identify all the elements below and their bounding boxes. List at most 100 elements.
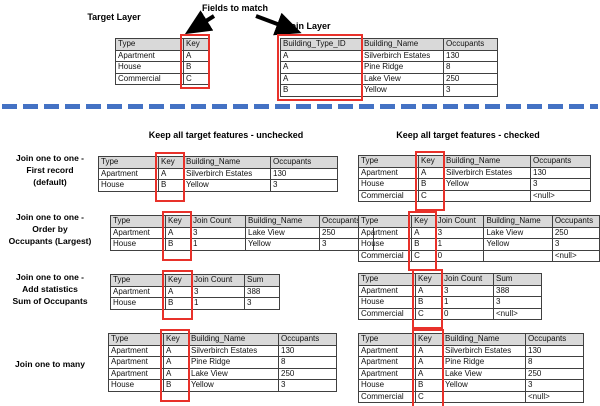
table-row: A Lake View 250 <box>280 72 498 85</box>
column-header: Join Count <box>191 274 245 287</box>
section-label-line: Occupants (Largest) <box>8 236 92 246</box>
table-cell: House <box>110 238 166 251</box>
table-cell: 250 <box>278 367 337 380</box>
table-cell: 8 <box>525 356 584 369</box>
section-label-line: Order by <box>32 224 68 234</box>
column-header: Type <box>110 274 166 287</box>
table-row: Commercial C <null> <box>358 189 591 202</box>
column-header: Building_Name <box>361 38 444 51</box>
table-cell: 0 <box>434 249 485 262</box>
table-cell: House <box>115 61 184 74</box>
table-cell: C <box>415 390 443 403</box>
table-cell: A <box>411 226 436 239</box>
table-cell: Apartment <box>108 344 164 357</box>
column-header: Building_Name <box>443 155 531 168</box>
table-cell: Apartment <box>108 367 164 380</box>
table-cell: House <box>358 379 416 392</box>
column-header: Occupants <box>270 156 338 169</box>
table-cell: A <box>163 367 189 380</box>
table-cell: B <box>158 179 184 192</box>
column-header: Building_Name <box>188 333 279 346</box>
table-cell: 1 <box>441 296 494 309</box>
column-header: Join Count <box>441 273 494 286</box>
table-cell: B <box>418 178 444 191</box>
section-label-one-to-one-first-record: Join one to one - First record (default) <box>0 152 100 188</box>
table-row: Apartment A Silverbirch Estates 130 <box>358 344 584 357</box>
one-to-one-order-by-checked-table: Type Key Join Count Building_Name Occupants A… <box>357 211 600 271</box>
table-cell: A <box>415 367 443 380</box>
column-header: Building_Name <box>183 156 271 169</box>
section-label-line: (default) <box>33 177 67 187</box>
table-row: Apartment A 3 Lake View 250 <box>357 226 600 239</box>
table-cell: A <box>415 284 442 297</box>
column-header: Type <box>115 38 184 51</box>
table-cell: Yellow <box>183 179 271 192</box>
data-table: Type Key Building_Name Occupants Apartment A S… <box>98 156 338 192</box>
column-header: Building_Type_ID <box>280 38 362 51</box>
table-cell: Commercial <box>358 189 419 202</box>
table-cell: 388 <box>244 285 280 298</box>
column-header: Key <box>418 155 444 168</box>
section-label-line: Add statistics <box>22 284 78 294</box>
data-table: Building_Type_ID Building_Name Occupants A S… <box>280 38 498 97</box>
data-table: Type Key Apartment A House B Commercial C <box>115 38 209 85</box>
data-table: Type Key Join Count Building_Name Occupants A… <box>110 215 374 251</box>
table-row: Apartment A Silverbirch Estates 130 <box>358 166 591 179</box>
table-row: House B Yellow 3 <box>358 178 591 191</box>
table-cell: <null> <box>551 249 600 262</box>
column-header: Type <box>98 156 159 169</box>
table-cell: Silverbirch Estates <box>188 344 279 357</box>
table-cell: Apartment <box>108 356 164 369</box>
table-cell: 3 <box>244 297 280 310</box>
one-to-one-add-statistics-unchecked-table: Type Key Join Count Sum Apartment A 3 388 House B… <box>110 270 280 320</box>
table-cell: Pine Ridge <box>188 356 279 369</box>
table-cell: Apartment <box>358 367 416 380</box>
table-cell: A <box>165 226 191 239</box>
table-row: Apartment A Lake View 250 <box>358 367 584 380</box>
one-to-one-first-record-checked-table: Type Key Building_Name Occupants Apartment A S… <box>358 151 591 211</box>
column-header: Type <box>357 215 413 228</box>
fields-match-arrows <box>184 10 302 36</box>
section-label-one-to-one-order-by: Join one to one - Order by Occupants (La… <box>0 211 100 247</box>
table-cell: B <box>280 84 362 97</box>
table-cell: 388 <box>493 284 542 297</box>
table-cell: C <box>415 307 442 320</box>
data-table: Type Key Building_Name Occupants Apartment A S… <box>108 333 337 392</box>
table-cell: Pine Ridge <box>442 356 526 369</box>
column-header: Building_Name <box>483 215 553 228</box>
table-cell: 3 <box>270 179 338 192</box>
table-row: House B 1 Yellow 3 <box>357 238 600 251</box>
column-header: Key <box>165 274 192 287</box>
column-header: Occupants <box>525 333 584 346</box>
column-header: Key <box>183 38 209 51</box>
table-cell: Commercial <box>115 72 184 85</box>
column-header: Building_Name <box>245 215 320 228</box>
section-label-line: Join one to one - <box>16 212 84 222</box>
table-cell: B <box>183 61 209 74</box>
table-cell: A <box>415 344 443 357</box>
table-cell: A <box>280 49 362 62</box>
table-cell: 130 <box>525 344 584 357</box>
column-header: Sum <box>244 274 280 287</box>
target-layer-table: Type Key Apartment A House B Commercial C <box>115 34 210 89</box>
table-row: Apartment A Pine Ridge 8 <box>358 356 584 369</box>
join-layer-title: Join Layer <box>285 21 331 31</box>
table-row: Apartment A <box>115 49 209 62</box>
table-cell: 1 <box>434 238 485 251</box>
table-row: Apartment A Silverbirch Estates 130 <box>108 344 337 357</box>
column-header: Occupants <box>551 215 600 228</box>
data-table: Type Key Building_Name Occupants Apartment A S… <box>358 333 584 403</box>
table-row: Commercial C 0 <null> <box>358 307 542 320</box>
table-cell: B <box>415 296 442 309</box>
section-label-line: Sum of Occupants <box>12 296 88 306</box>
section-label-line: Join one to many <box>15 359 85 369</box>
data-table: Type Key Join Count Sum Apartment A 3 388 House B… <box>110 274 280 310</box>
table-cell: A <box>415 356 443 369</box>
one-to-one-add-statistics-checked-table: Type Key Join Count Sum Apartment A 3 388 House B… <box>358 269 542 329</box>
fields-to-match-label: Fields to match <box>201 3 268 13</box>
column-header: Type <box>358 333 416 346</box>
table-row: B Yellow 3 <box>280 84 498 97</box>
table-cell: 130 <box>270 167 338 180</box>
column-header: Type <box>110 215 166 228</box>
